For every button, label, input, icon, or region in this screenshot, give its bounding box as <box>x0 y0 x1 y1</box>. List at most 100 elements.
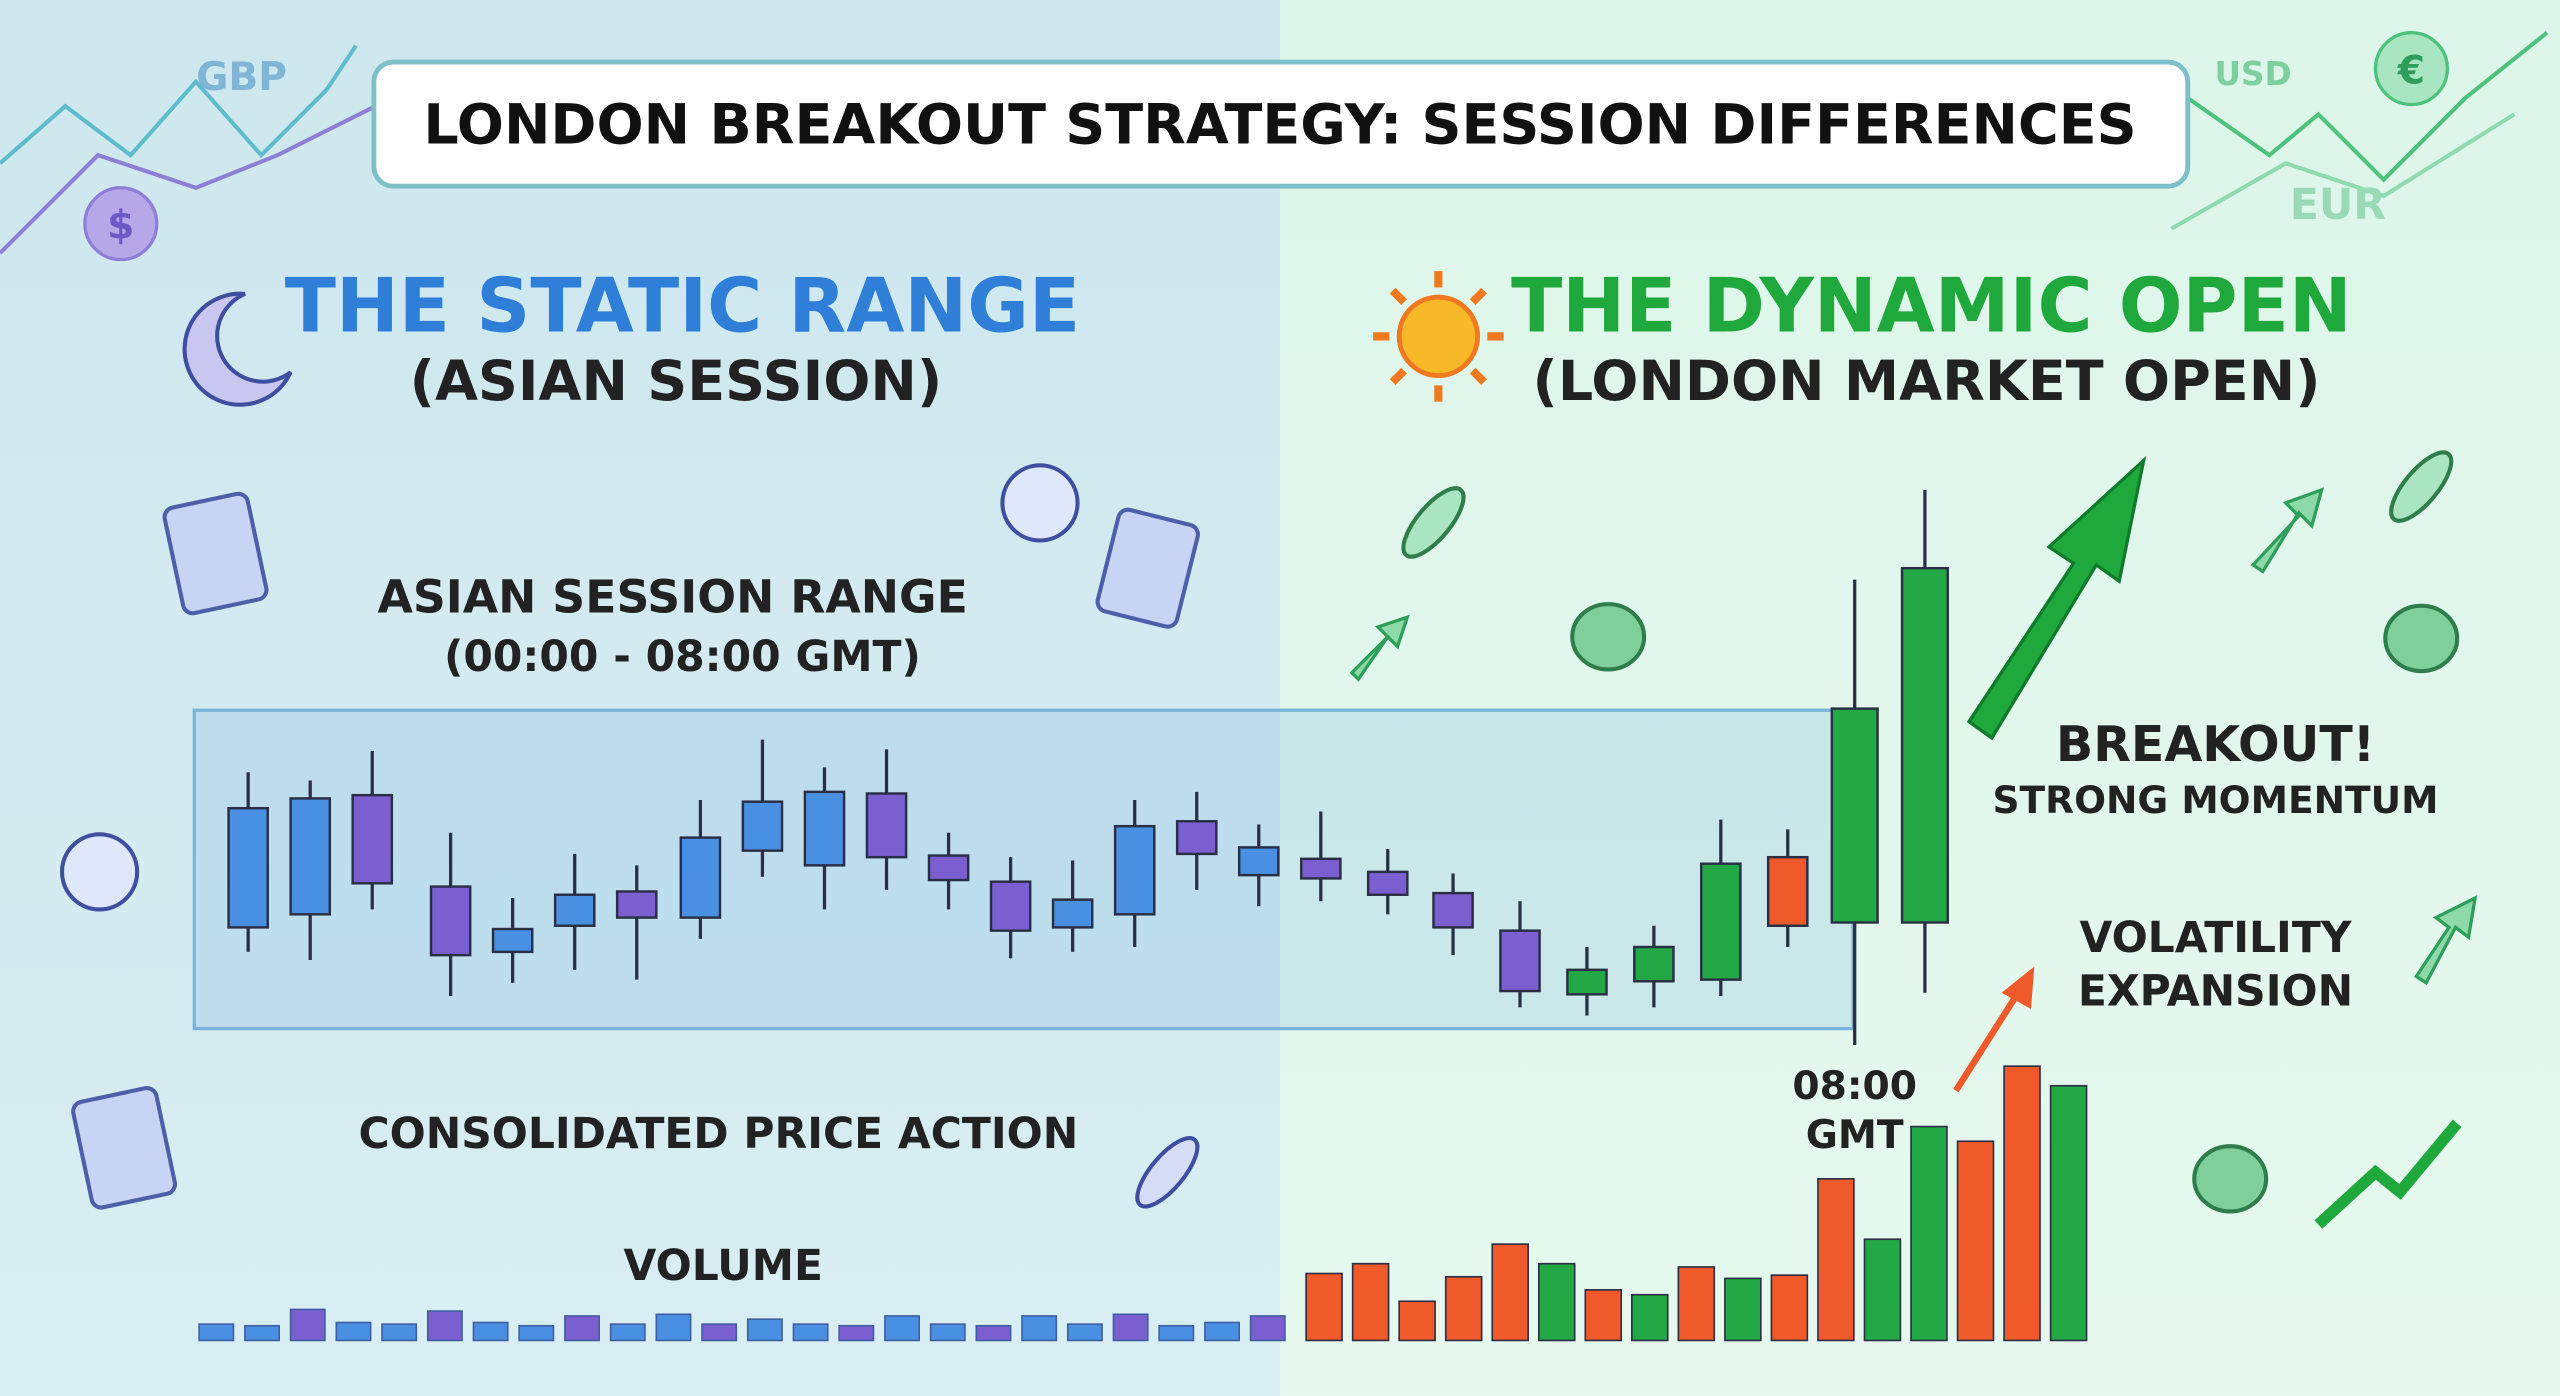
currency-label: EUR <box>2290 181 2386 230</box>
candle-body <box>553 893 596 927</box>
volatility-arrow <box>1953 986 2024 1093</box>
candle-body <box>989 880 1032 932</box>
candle-body <box>865 792 908 859</box>
volume-bar <box>1112 1313 1149 1342</box>
rocket-icons <box>1135 1136 1200 1209</box>
volume-bar <box>1398 1300 1436 1342</box>
candle-body <box>1366 870 1409 896</box>
volume-bar <box>1021 1315 1058 1342</box>
left-panel <box>0 0 1280 1396</box>
volume-bar <box>1910 1125 1948 1342</box>
volume-bar <box>426 1310 463 1342</box>
volume-bar <box>1584 1289 1623 1342</box>
candle-body <box>289 797 332 916</box>
candlesticks <box>227 489 1949 1045</box>
right-heading: THE DYNAMIC OPEN <box>1511 261 2352 349</box>
candle-body <box>1633 945 1675 983</box>
volume-bar <box>1631 1293 1669 1342</box>
volume-bar <box>1444 1275 1483 1342</box>
volume-bar <box>746 1318 783 1342</box>
rocket-icons <box>1401 450 2454 559</box>
candle-body <box>927 854 970 882</box>
candle-body <box>1900 566 1949 924</box>
volume-bar <box>609 1323 646 1342</box>
volume-bar <box>975 1324 1012 1342</box>
right-subheading: (LONDON MARKET OPEN) <box>1533 349 2321 414</box>
volatility-label: VOLATILITY <box>2080 914 2353 963</box>
coin-icon <box>2373 31 2449 107</box>
clock-icons <box>60 463 1080 912</box>
volume-bar <box>1158 1324 1195 1342</box>
expansion-label: EXPANSION <box>2078 968 2353 1017</box>
candle-body <box>615 890 658 919</box>
coin-symbol: $ <box>107 203 134 248</box>
candle-body <box>1113 824 1156 916</box>
volume-bar <box>1863 1238 1902 1342</box>
bull-icons <box>1570 602 2460 1214</box>
volume-bar <box>2003 1065 2041 1342</box>
consolidation-label: CONSOLIDATED PRICE ACTION <box>359 1110 1079 1159</box>
deco-arrow <box>2314 1119 2462 1229</box>
candle-body <box>1700 862 1742 981</box>
title-box <box>371 59 2191 189</box>
volume-bar <box>1066 1323 1103 1342</box>
candle-body <box>741 800 784 852</box>
volume-bar <box>472 1321 509 1342</box>
left-heading: THE STATIC RANGE <box>285 261 1080 349</box>
deco-line <box>2186 31 2549 183</box>
candle-body <box>1300 857 1342 880</box>
deco-line <box>0 44 358 165</box>
candle-body <box>227 806 269 929</box>
candle-body <box>1175 820 1218 856</box>
range-time: (00:00 - 08:00 GMT) <box>444 633 921 682</box>
calculator-icons <box>71 491 1200 1210</box>
volume-bar <box>518 1324 555 1342</box>
candle-body <box>491 927 534 954</box>
volume-bar <box>335 1321 372 1342</box>
open-zone: GMT <box>1806 1113 1904 1158</box>
volume-bar <box>1305 1272 1343 1342</box>
candle-body <box>1051 898 1094 929</box>
candle-body <box>1237 846 1280 877</box>
volume-bar <box>1724 1277 1762 1342</box>
candle-body <box>429 885 472 957</box>
volume-bar <box>701 1323 738 1342</box>
candle-body <box>679 836 722 919</box>
deco-line <box>2170 112 2516 231</box>
volume-bar <box>244 1324 280 1342</box>
volume-bar <box>1351 1262 1390 1342</box>
volume-bar <box>1956 1140 1995 1342</box>
volume-bar <box>2049 1084 2088 1342</box>
candle-body <box>1830 707 1879 924</box>
volume-bar <box>1817 1178 1855 1342</box>
title: LONDON BREAKOUT STRATEGY: SESSION DIFFER… <box>423 93 2136 158</box>
volume-bar <box>929 1323 966 1342</box>
momentum-label: STRONG MOMENTUM <box>1993 778 2439 822</box>
candle-body <box>351 793 394 885</box>
volume-bar <box>198 1323 235 1342</box>
candle-body <box>1766 855 1809 927</box>
volatility-arrowhead <box>2001 966 2035 1010</box>
volume-bar <box>1770 1274 1809 1342</box>
volume-bar <box>838 1324 875 1342</box>
volume-bar <box>381 1323 418 1342</box>
volume-bar <box>564 1315 600 1342</box>
candle-body <box>1566 968 1608 996</box>
left-subheading: (ASIAN SESSION) <box>410 349 943 414</box>
breakout-label: BREAKOUT! <box>2056 716 2375 773</box>
volume-bar <box>655 1313 692 1342</box>
volume-bar <box>1537 1262 1576 1342</box>
sun-icon <box>1396 294 1481 378</box>
coin-icon <box>83 186 159 262</box>
volume-bars <box>198 1065 2088 1342</box>
volume-bar <box>1249 1315 1286 1342</box>
sun-rays <box>1373 271 1504 402</box>
volume-bar <box>289 1308 326 1342</box>
volume-bar <box>1491 1243 1529 1342</box>
deco-arrows <box>1349 487 2478 986</box>
coin-symbol: € <box>2397 48 2425 93</box>
range-label: ASIAN SESSION RANGE <box>377 570 967 623</box>
volume-bar <box>1677 1266 1716 1342</box>
